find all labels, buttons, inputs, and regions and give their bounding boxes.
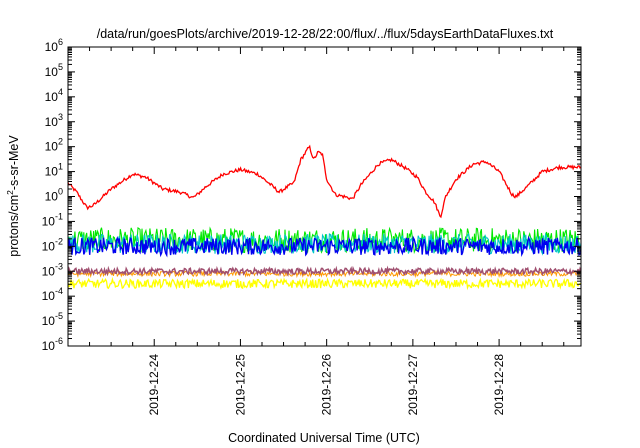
y-tick-label: 101 xyxy=(45,162,63,179)
y-axis-label: protons/cm2-s-sr-MeV xyxy=(5,135,21,257)
y-tick-label: 106 xyxy=(45,37,63,54)
chart-title: /data/run/goesPlots/archive/2019-12-28/2… xyxy=(97,27,554,41)
x-axis-label: Coordinated Universal Time (UTC) xyxy=(228,431,420,445)
y-tick-label: 10-2 xyxy=(42,236,63,253)
y-tick-label: 10-4 xyxy=(42,286,63,303)
series-line-0 xyxy=(68,144,581,219)
y-tick-label: 102 xyxy=(45,137,63,154)
series-layer xyxy=(68,144,581,291)
x-tick-label: 2019-12-27 xyxy=(406,354,420,416)
series-line-5 xyxy=(68,269,581,279)
y-tick-label: 104 xyxy=(45,87,63,104)
y-axis: 10-6 10-5 10-4 10-3 10-2 10-1 100 101 102 103 104 1… xyxy=(42,37,581,353)
series-line-4 xyxy=(68,276,581,291)
y-tick-label: 10-3 xyxy=(42,261,63,278)
plot-frame xyxy=(67,46,582,347)
x-tick-label: 2019-12-24 xyxy=(147,354,161,416)
y-tick-label: 100 xyxy=(45,187,63,204)
series-line-6 xyxy=(68,265,581,278)
y-tick-label: 10-6 xyxy=(42,336,63,353)
x-tick-label: 2019-12-26 xyxy=(320,354,334,416)
x-axis: 2019-12-24 2019-12-25 2019-12-26 2019-12-27… xyxy=(89,47,565,416)
y-tick-label: 10-1 xyxy=(42,211,63,228)
x-tick-label: 2019-12-25 xyxy=(233,354,247,416)
x-tick-label: 2019-12-28 xyxy=(492,354,506,416)
y-tick-label: 105 xyxy=(45,62,63,79)
y-tick-label: 10-5 xyxy=(42,311,63,328)
series-line-3 xyxy=(68,235,581,258)
y-tick-label: 103 xyxy=(45,112,63,129)
